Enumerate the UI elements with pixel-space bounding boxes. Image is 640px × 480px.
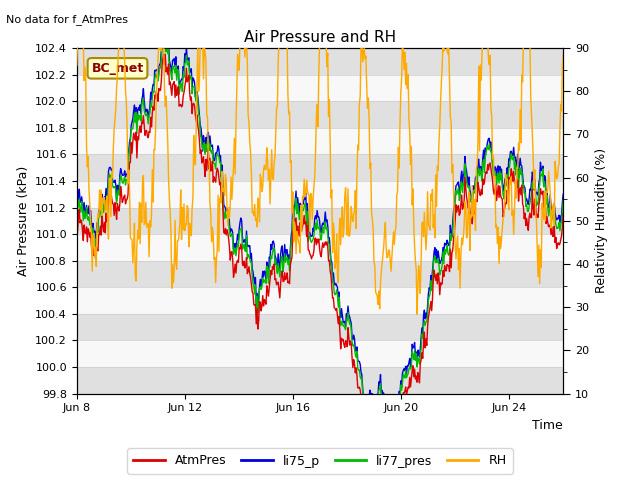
Bar [77, 287, 563, 314]
Bar [77, 155, 563, 181]
Bar [77, 234, 563, 261]
Bar [77, 181, 563, 207]
Bar [77, 367, 563, 394]
Bar [77, 207, 563, 234]
X-axis label: Time: Time [532, 419, 563, 432]
Bar [77, 340, 563, 367]
Bar [77, 74, 563, 101]
Y-axis label: Air Pressure (kPa): Air Pressure (kPa) [17, 166, 29, 276]
Bar [77, 314, 563, 340]
Text: No data for f_AtmPres: No data for f_AtmPres [6, 14, 129, 25]
Bar [77, 101, 563, 128]
Bar [77, 48, 563, 74]
Title: Air Pressure and RH: Air Pressure and RH [244, 30, 396, 46]
Legend: AtmPres, li75_p, li77_pres, RH: AtmPres, li75_p, li77_pres, RH [127, 448, 513, 474]
Bar [77, 261, 563, 287]
Text: BC_met: BC_met [92, 62, 143, 75]
Y-axis label: Relativity Humidity (%): Relativity Humidity (%) [595, 148, 608, 293]
Bar [77, 128, 563, 155]
